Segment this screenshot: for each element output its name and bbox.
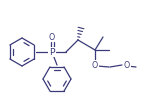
Text: O: O [49, 32, 55, 41]
Text: O: O [92, 60, 98, 69]
Text: P: P [49, 48, 55, 57]
Text: O: O [124, 60, 130, 69]
